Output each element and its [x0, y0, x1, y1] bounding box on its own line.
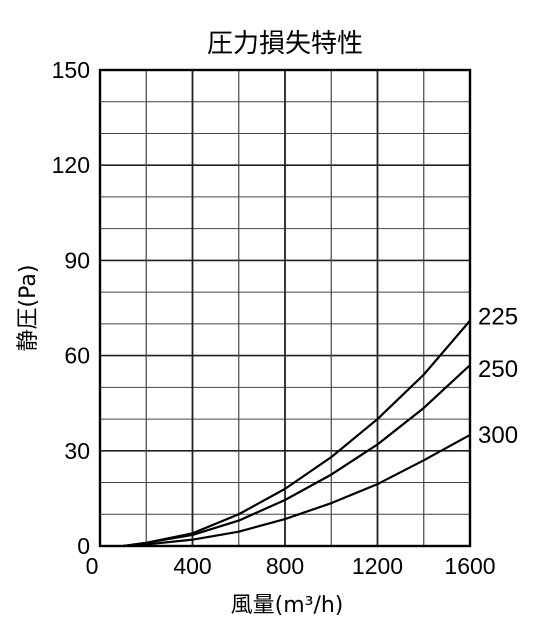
chart-title: 圧力損失特性 [207, 29, 363, 59]
y-tick-label: 30 [64, 438, 90, 464]
curves [122, 319, 471, 548]
x-tick-label: 800 [266, 553, 304, 579]
series-curve-225 [122, 319, 471, 548]
plot-border [98, 68, 472, 548]
series-label-300: 300 [478, 422, 518, 449]
y-tick-label: 150 [52, 57, 90, 83]
plot-frame [98, 68, 472, 548]
series-curve-300 [123, 433, 471, 548]
y-tick-label: 90 [64, 247, 90, 273]
x-tick-label: 1600 [444, 553, 495, 579]
series-label-225: 225 [478, 304, 518, 331]
x-tick-label: 400 [173, 553, 211, 579]
grid [100, 70, 470, 546]
series-curve-250 [122, 364, 471, 548]
series-labels: 225 250 300 [478, 304, 518, 449]
y-axis-label: 静圧(Pa) [16, 265, 41, 352]
x-tick-label: 1200 [352, 553, 403, 579]
x-axis-label: 風量(m³/h) [231, 593, 344, 618]
x-tick-label: 0 [86, 553, 99, 579]
y-tick-label: 120 [52, 152, 90, 178]
y-tick-label: 60 [64, 343, 90, 369]
series-label-250: 250 [478, 356, 518, 383]
y-tick-label: 0 [77, 533, 90, 559]
tick-labels: 0 30 60 90 120 150 0 400 800 1200 1600 [52, 57, 496, 579]
